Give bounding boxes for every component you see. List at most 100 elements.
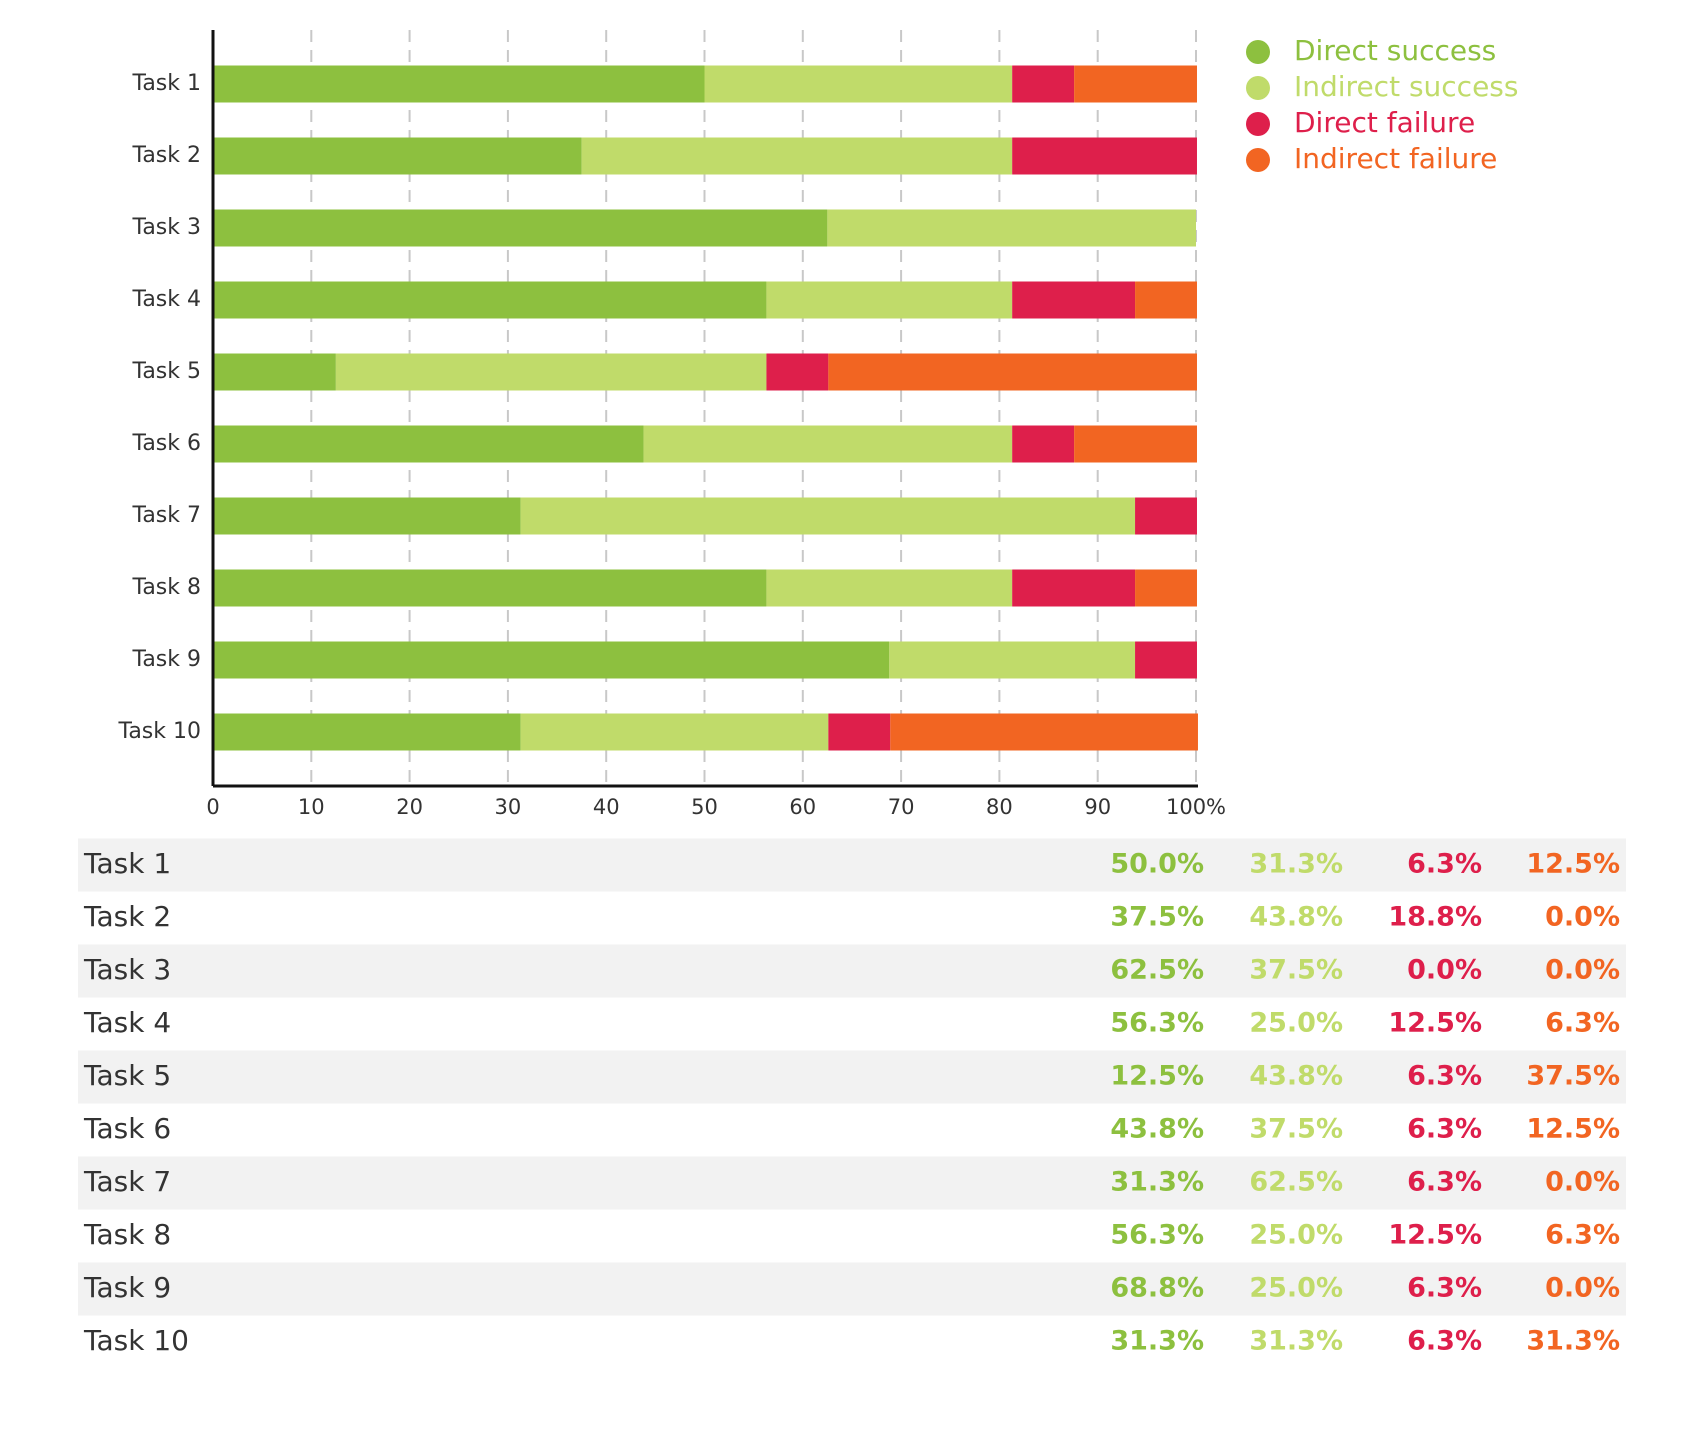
y-tick-label: Task 7 bbox=[132, 503, 201, 528]
table-cell: 12.5% bbox=[1388, 1008, 1482, 1039]
bar-segment bbox=[213, 65, 705, 103]
table-row-label: Task 6 bbox=[83, 1112, 171, 1145]
table-row-bg bbox=[78, 1262, 1626, 1316]
x-tick-label: 60 bbox=[789, 795, 816, 819]
table-cell: 25.0% bbox=[1249, 1008, 1343, 1039]
bar-segment bbox=[1074, 425, 1197, 463]
table-cell: 31.3% bbox=[1249, 1326, 1343, 1357]
table-row-label: Task 5 bbox=[83, 1059, 171, 1092]
bar-segment bbox=[827, 209, 1196, 247]
table-cell: 68.8% bbox=[1110, 1273, 1204, 1304]
table-cell: 0.0% bbox=[1545, 1273, 1620, 1304]
legend-label: Indirect failure bbox=[1294, 142, 1497, 175]
bar-segment bbox=[581, 137, 1013, 175]
bar-segment bbox=[213, 713, 521, 751]
x-tick-label: 30 bbox=[495, 795, 522, 819]
legend-marker bbox=[1246, 76, 1270, 100]
y-tick-label: Task 3 bbox=[132, 215, 201, 240]
bar-segment bbox=[213, 497, 521, 535]
table-cell: 25.0% bbox=[1249, 1273, 1343, 1304]
y-tick-label: Task 4 bbox=[132, 287, 201, 312]
table-cell: 12.5% bbox=[1110, 1061, 1204, 1092]
table-cell: 56.3% bbox=[1110, 1220, 1204, 1251]
x-tick-label: 40 bbox=[593, 795, 620, 819]
table-cell: 6.3% bbox=[1545, 1008, 1620, 1039]
legend-marker bbox=[1246, 40, 1270, 64]
bar-segment bbox=[1012, 137, 1197, 175]
y-tick-label: Task 9 bbox=[132, 647, 201, 672]
table-row-bg bbox=[78, 1050, 1626, 1104]
bar-segment bbox=[1074, 65, 1197, 103]
x-tick-label: 0 bbox=[206, 795, 219, 819]
table-row-bg bbox=[78, 1156, 1626, 1210]
bar-segment bbox=[213, 569, 767, 607]
table-cell: 50.0% bbox=[1110, 849, 1204, 880]
table-row-label: Task 8 bbox=[83, 1218, 171, 1251]
x-tick-label: 10 bbox=[298, 795, 325, 819]
table-cell: 31.3% bbox=[1110, 1167, 1204, 1198]
y-tick-label: Task 6 bbox=[132, 431, 201, 456]
bar-segment bbox=[766, 569, 1013, 607]
bar-segment bbox=[828, 353, 1197, 391]
table-row-bg bbox=[78, 944, 1626, 998]
x-tick-label: 100% bbox=[1166, 795, 1226, 819]
table-cell: 31.3% bbox=[1526, 1326, 1620, 1357]
bar-segment bbox=[766, 353, 829, 391]
bar-segment bbox=[643, 425, 1013, 463]
table-cell: 6.3% bbox=[1545, 1220, 1620, 1251]
table-row-label: Task 2 bbox=[83, 900, 171, 933]
bar-segment bbox=[828, 713, 891, 751]
table-cell: 6.3% bbox=[1407, 1326, 1482, 1357]
y-tick-label: Task 2 bbox=[132, 143, 201, 168]
legend-label: Direct failure bbox=[1294, 106, 1475, 139]
table-cell: 0.0% bbox=[1545, 902, 1620, 933]
y-tick-label: Task 10 bbox=[118, 719, 201, 744]
table-cell: 6.3% bbox=[1407, 1114, 1482, 1145]
table-row-bg bbox=[78, 838, 1626, 892]
bar-segment bbox=[213, 281, 767, 319]
table-cell: 25.0% bbox=[1249, 1220, 1343, 1251]
table-cell: 37.5% bbox=[1249, 955, 1343, 986]
bar-segment bbox=[1012, 65, 1075, 103]
table-cell: 12.5% bbox=[1526, 1114, 1620, 1145]
table-cell: 6.3% bbox=[1407, 1061, 1482, 1092]
legend-label: Direct success bbox=[1294, 34, 1496, 67]
legend-marker bbox=[1246, 112, 1270, 136]
x-tick-label: 90 bbox=[1084, 795, 1111, 819]
bar-segment bbox=[213, 137, 582, 175]
bar-segment bbox=[520, 497, 1136, 535]
table-cell: 0.0% bbox=[1407, 955, 1482, 986]
bar-segment bbox=[213, 641, 890, 679]
bar-segment bbox=[1012, 281, 1136, 319]
table-cell: 43.8% bbox=[1249, 902, 1343, 933]
table-row-label: Task 3 bbox=[83, 953, 171, 986]
y-tick-label: Task 1 bbox=[132, 71, 201, 96]
legend-marker bbox=[1246, 148, 1270, 172]
x-tick-label: 50 bbox=[691, 795, 718, 819]
legend-label: Indirect success bbox=[1294, 70, 1518, 103]
bar-segment bbox=[213, 209, 828, 247]
table-cell: 56.3% bbox=[1110, 1008, 1204, 1039]
bar-segment bbox=[213, 425, 644, 463]
bar-segment bbox=[1135, 497, 1197, 535]
bar-segment bbox=[1135, 641, 1197, 679]
table-cell: 43.8% bbox=[1110, 1114, 1204, 1145]
bar-segment bbox=[520, 713, 829, 751]
bar-segment bbox=[213, 353, 336, 391]
y-tick-label: Task 8 bbox=[132, 575, 201, 600]
table-cell: 12.5% bbox=[1526, 849, 1620, 880]
table-cell: 6.3% bbox=[1407, 1273, 1482, 1304]
table-cell: 18.8% bbox=[1388, 902, 1482, 933]
table-cell: 37.5% bbox=[1249, 1114, 1343, 1145]
y-tick-label: Task 5 bbox=[132, 359, 201, 384]
table-cell: 37.5% bbox=[1110, 902, 1204, 933]
table-cell: 6.3% bbox=[1407, 1167, 1482, 1198]
table-cell: 43.8% bbox=[1249, 1061, 1343, 1092]
bar-segment bbox=[766, 281, 1013, 319]
table-cell: 62.5% bbox=[1249, 1167, 1343, 1198]
table-cell: 0.0% bbox=[1545, 1167, 1620, 1198]
bar-segment bbox=[1012, 569, 1136, 607]
bar-segment bbox=[890, 713, 1198, 751]
